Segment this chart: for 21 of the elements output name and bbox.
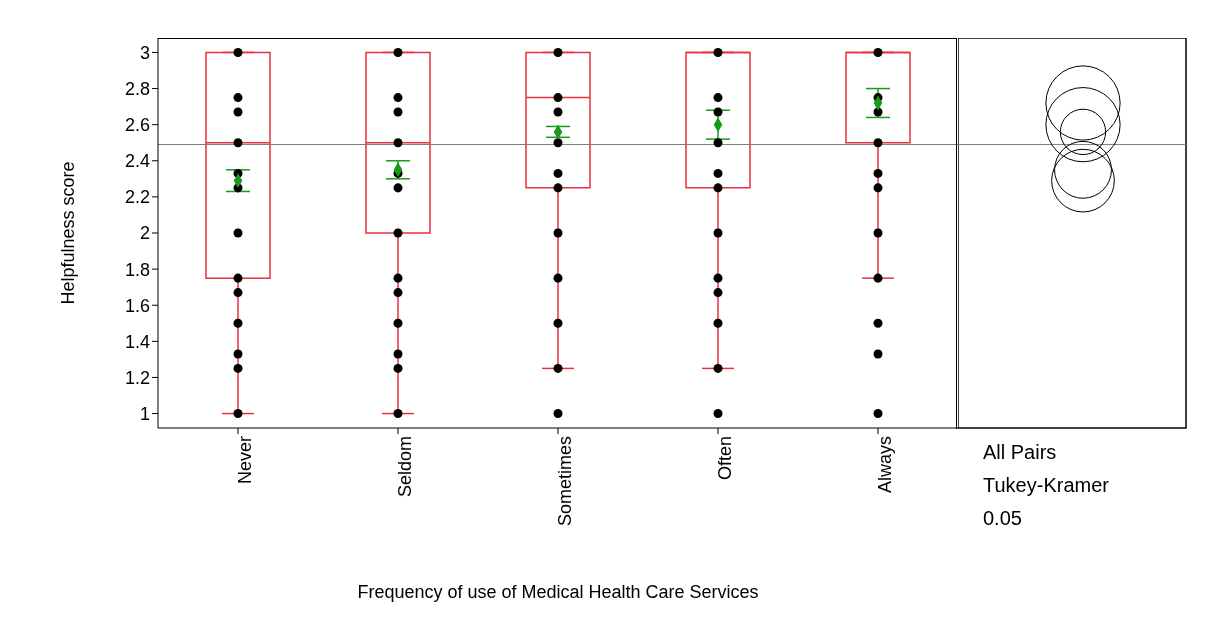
y-tick-label: 2.6 bbox=[124, 115, 150, 136]
y-tick-label: 1 bbox=[139, 403, 150, 424]
y-tick-label: 1.6 bbox=[124, 295, 150, 316]
x-tick-label: Always bbox=[874, 436, 895, 494]
x-tick-label: Seldom bbox=[394, 436, 415, 498]
x-tick-label: Sometimes bbox=[554, 436, 575, 527]
y-tick-label: 1.2 bbox=[124, 367, 150, 388]
y-tick-label: 2.4 bbox=[124, 151, 150, 172]
text: Tukey-Kramer bbox=[983, 473, 1109, 498]
y-tick-label: 2.8 bbox=[124, 78, 150, 99]
text: 0.05 bbox=[983, 506, 1023, 531]
text: All Pairs bbox=[983, 440, 1058, 465]
y-tick-label: 1.8 bbox=[124, 259, 150, 280]
y-tick-label: 2 bbox=[139, 223, 150, 244]
x-tick-label: Often bbox=[714, 436, 735, 481]
y-tick-label: 1.4 bbox=[124, 331, 150, 352]
y-tick-label: 3 bbox=[139, 42, 150, 63]
x-tick-label: Never bbox=[234, 436, 255, 485]
y-axis-title: Helpfulness score bbox=[58, 161, 79, 305]
x-axis-title: Frequency of use of Medical Health Care Services bbox=[357, 582, 759, 602]
y-tick-label: 2.2 bbox=[124, 187, 150, 208]
